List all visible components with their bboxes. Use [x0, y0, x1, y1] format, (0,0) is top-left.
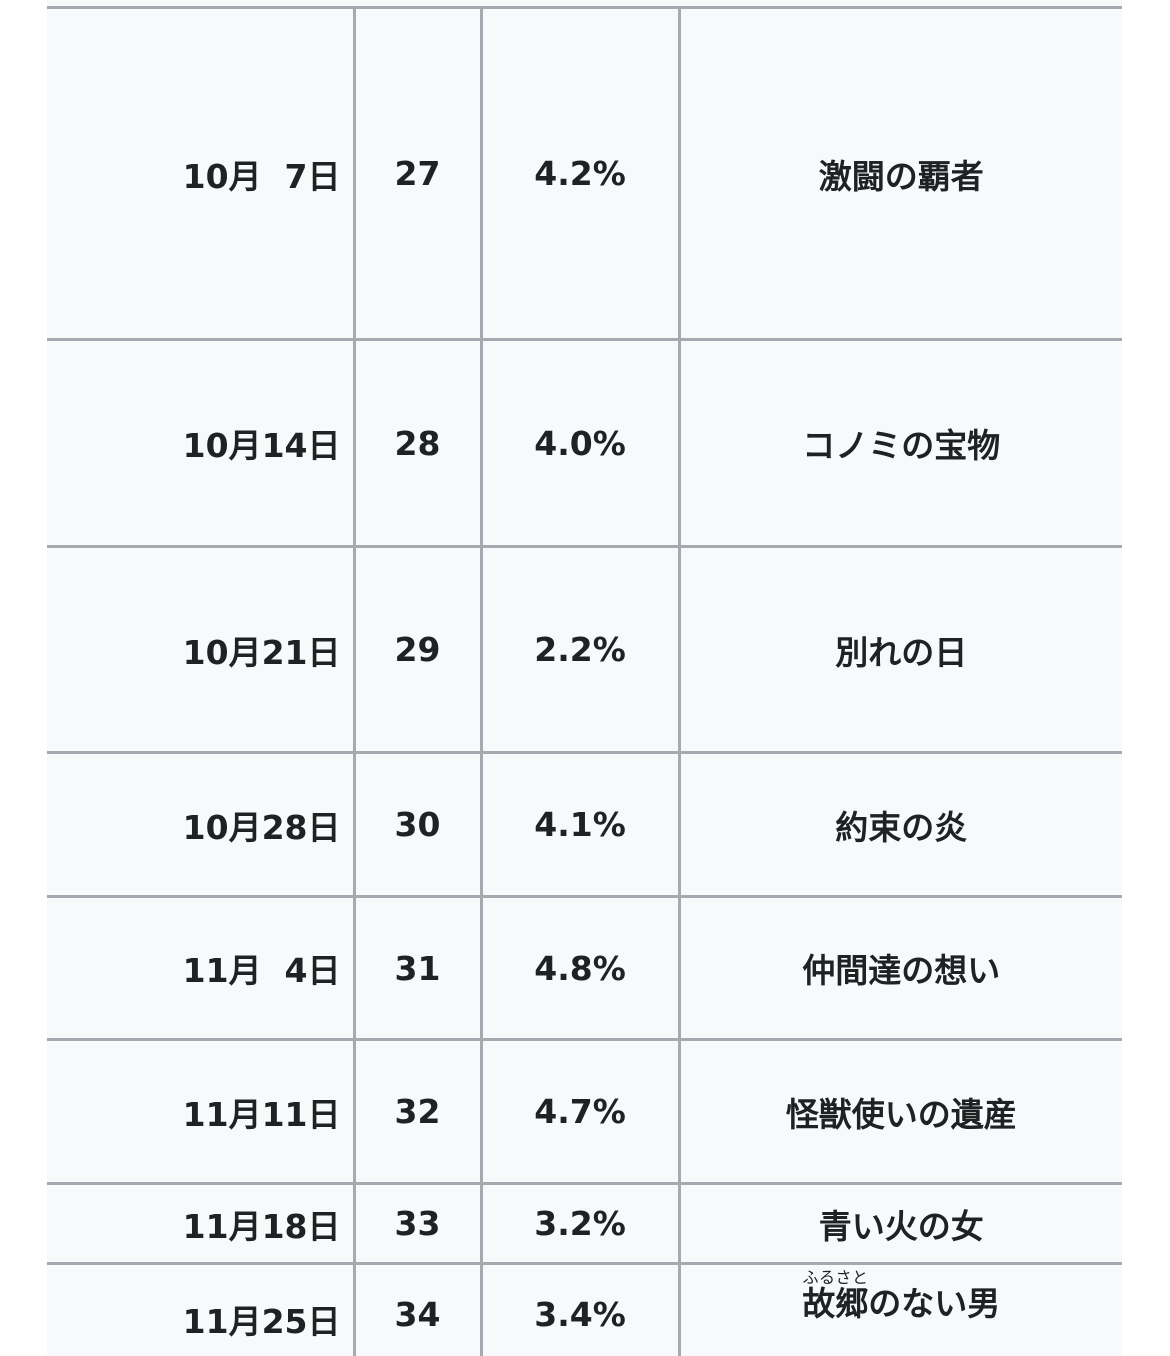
viewer-rating: 2.2% — [479, 545, 681, 754]
air-date: 11月 4日 — [47, 895, 356, 1041]
ruby-base: 故郷 — [802, 1284, 869, 1323]
table-row: 11月 4日 31 4.8% 仲間達の想い — [47, 895, 1122, 1041]
viewer-rating: 4.8% — [479, 895, 681, 1041]
viewer-rating: 4.7% — [479, 1038, 681, 1185]
episode-title: 青い火の女 — [677, 1182, 1122, 1265]
episode-number: 33 — [352, 1182, 483, 1265]
air-date: 10月14日 — [47, 338, 356, 548]
viewer-rating: 4.1% — [479, 751, 681, 898]
episode-title: 故郷ふるさとのない男 — [677, 1262, 1122, 1356]
ruby-reading: ふるさと — [802, 1268, 869, 1287]
viewer-rating: 4.2% — [479, 6, 681, 341]
episode-title: 別れの日 — [677, 545, 1122, 754]
table-row: 11月11日 32 4.7% 怪獣使いの遺産 — [47, 1038, 1122, 1185]
air-date: 11月18日 — [47, 1182, 356, 1265]
table-row: 11月18日 33 3.2% 青い火の女 — [47, 1182, 1122, 1265]
episode-number: 30 — [352, 751, 483, 898]
episode-table: 10月 7日 27 4.2% 激闘の覇者 10月14日 28 4.0% コノミの… — [47, 6, 1122, 1356]
episode-number: 29 — [352, 545, 483, 754]
table-row: 10月14日 28 4.0% コノミの宝物 — [47, 338, 1122, 548]
episode-number: 34 — [352, 1262, 483, 1356]
air-date: 10月28日 — [47, 751, 356, 898]
episode-number: 32 — [352, 1038, 483, 1185]
title-ruby: 故郷ふるさと — [802, 1268, 869, 1323]
episode-number: 28 — [352, 338, 483, 548]
episode-number: 31 — [352, 895, 483, 1041]
episode-title: 怪獣使いの遺産 — [677, 1038, 1122, 1185]
table-row: 10月21日 29 2.2% 別れの日 — [47, 545, 1122, 754]
viewer-rating: 3.4% — [479, 1262, 681, 1356]
air-date: 11月11日 — [47, 1038, 356, 1185]
viewer-rating: 3.2% — [479, 1182, 681, 1265]
table-row: 11月25日 34 3.4% 故郷ふるさとのない男 — [47, 1262, 1122, 1356]
episode-title: 仲間達の想い — [677, 895, 1122, 1041]
air-date: 11月25日 — [47, 1262, 356, 1356]
episode-title: 約束の炎 — [677, 751, 1122, 898]
episode-title: 激闘の覇者 — [677, 6, 1122, 341]
table-top-edge — [47, 0, 1122, 6]
episode-title: コノミの宝物 — [677, 338, 1122, 548]
episode-number: 27 — [352, 6, 483, 341]
air-date: 10月 7日 — [47, 6, 356, 341]
air-date: 10月21日 — [47, 545, 356, 754]
table-row: 10月 7日 27 4.2% 激闘の覇者 — [47, 6, 1122, 341]
title-rest: のない男 — [868, 1284, 1001, 1323]
episode-table-container: 10月 7日 27 4.2% 激闘の覇者 10月14日 28 4.0% コノミの… — [47, 0, 1122, 1356]
table-row: 10月28日 30 4.1% 約束の炎 — [47, 751, 1122, 898]
viewer-rating: 4.0% — [479, 338, 681, 548]
